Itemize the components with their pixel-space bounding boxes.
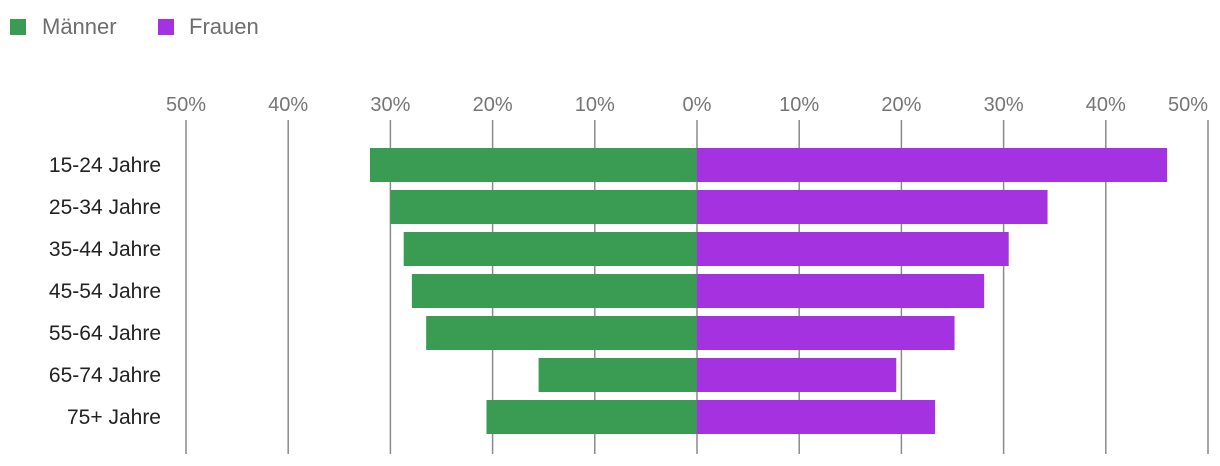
- legend-label-frauen: Frauen: [189, 14, 259, 39]
- category-label: 65-74 Jahre: [49, 364, 161, 387]
- bar-frauen[interactable]: [697, 190, 1048, 224]
- bar-frauen[interactable]: [697, 274, 985, 308]
- category-label: 25-34 Jahre: [49, 196, 161, 219]
- x-tick-label: 10%: [575, 94, 615, 116]
- bar-maenner[interactable]: [411, 274, 697, 308]
- x-tick-label: 30%: [984, 94, 1024, 116]
- x-tick-label: 30%: [370, 94, 410, 116]
- legend-item-frauen[interactable]: Frauen: [158, 14, 259, 39]
- x-tick-label: 50%: [1168, 94, 1208, 116]
- x-tick-label: 40%: [1086, 94, 1126, 116]
- x-tick-label: 0%: [683, 94, 712, 116]
- x-tick-label: 40%: [268, 94, 308, 116]
- bar-frauen[interactable]: [697, 316, 955, 350]
- bar-maenner[interactable]: [390, 190, 697, 224]
- bar-frauen[interactable]: [697, 358, 897, 392]
- bar-maenner[interactable]: [403, 232, 697, 266]
- x-tick-label: 20%: [881, 94, 921, 116]
- legend-swatch-maenner: [10, 19, 26, 35]
- bar-maenner[interactable]: [369, 148, 697, 182]
- category-label: 35-44 Jahre: [49, 238, 161, 261]
- bar-frauen[interactable]: [697, 400, 936, 434]
- bar-maenner[interactable]: [426, 316, 697, 350]
- bar-maenner[interactable]: [538, 358, 697, 392]
- bar-frauen[interactable]: [697, 148, 1168, 182]
- category-label: 45-54 Jahre: [49, 280, 161, 303]
- legend: Männer Frauen: [10, 14, 259, 39]
- bars: [369, 148, 1168, 434]
- legend-swatch-frauen: [158, 19, 174, 35]
- category-label: 55-64 Jahre: [49, 322, 161, 345]
- legend-label-maenner: Männer: [42, 14, 117, 39]
- bar-frauen[interactable]: [697, 232, 1009, 266]
- x-tick-label: 50%: [166, 94, 206, 116]
- category-labels: 15-24 Jahre 25-34 Jahre 35-44 Jahre 45-54 J…: [49, 154, 161, 429]
- legend-item-maenner[interactable]: Männer: [10, 14, 117, 39]
- x-tick-label: 20%: [473, 94, 513, 116]
- bar-maenner[interactable]: [486, 400, 697, 434]
- x-axis-tick-labels: 50% 40% 30% 20% 10% 0% 10% 20% 30% 40% 50%: [166, 94, 1208, 116]
- category-label: 15-24 Jahre: [49, 154, 161, 177]
- category-label: 75+ Jahre: [67, 406, 161, 429]
- x-tick-label: 10%: [779, 94, 819, 116]
